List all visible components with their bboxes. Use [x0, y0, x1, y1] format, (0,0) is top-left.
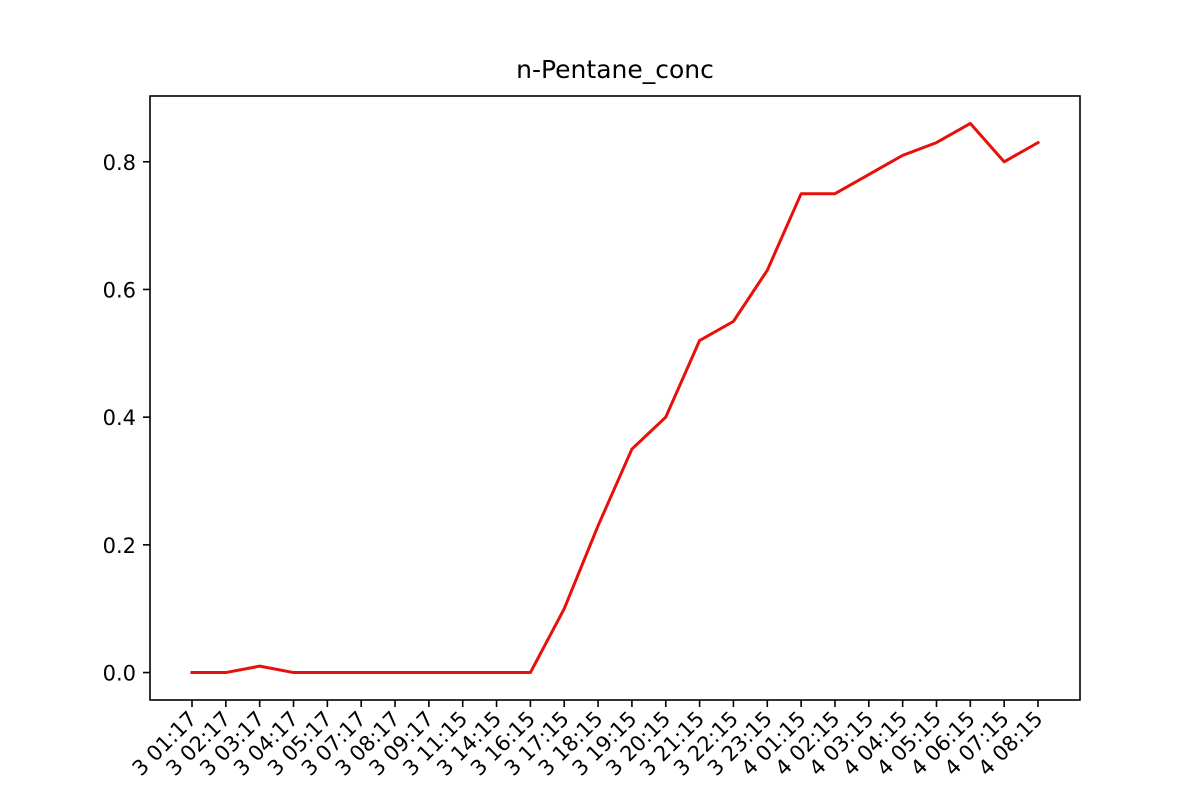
- y-tick-label: 0.6: [103, 278, 136, 302]
- data-point: [326, 671, 329, 674]
- data-point: [191, 671, 194, 674]
- data-point: [698, 339, 701, 342]
- data-point: [901, 154, 904, 157]
- data-point: [630, 448, 633, 451]
- plot-frame: [149, 95, 1081, 701]
- data-point: [732, 320, 735, 323]
- data-point: [935, 141, 938, 144]
- series-line-0: [190, 121, 1041, 675]
- data-point: [394, 671, 397, 674]
- data-point: [1003, 160, 1006, 163]
- data-point: [766, 269, 769, 272]
- plot-area: 0.00.20.40.60.83 01:173 02:173 03:173 04…: [103, 95, 1081, 781]
- data-point: [833, 192, 836, 195]
- data-point: [1037, 141, 1040, 144]
- data-point: [258, 665, 261, 668]
- y-tick-label: 0.4: [103, 406, 136, 430]
- data-point: [867, 173, 870, 176]
- data-point: [224, 671, 227, 674]
- data-point: [427, 671, 430, 674]
- data-point: [495, 671, 498, 674]
- data-point: [664, 416, 667, 419]
- data-point: [563, 607, 566, 610]
- y-tick-label: 0.0: [103, 662, 136, 686]
- data-point: [800, 192, 803, 195]
- data-point: [360, 671, 363, 674]
- data-point: [292, 671, 295, 674]
- chart-title: n-Pentane_conc: [516, 55, 714, 84]
- y-tick-label: 0.2: [103, 534, 136, 558]
- data-point: [529, 671, 532, 674]
- data-point: [461, 671, 464, 674]
- y-tick-label: 0.8: [103, 151, 136, 175]
- data-point: [969, 122, 972, 125]
- data-point: [597, 524, 600, 527]
